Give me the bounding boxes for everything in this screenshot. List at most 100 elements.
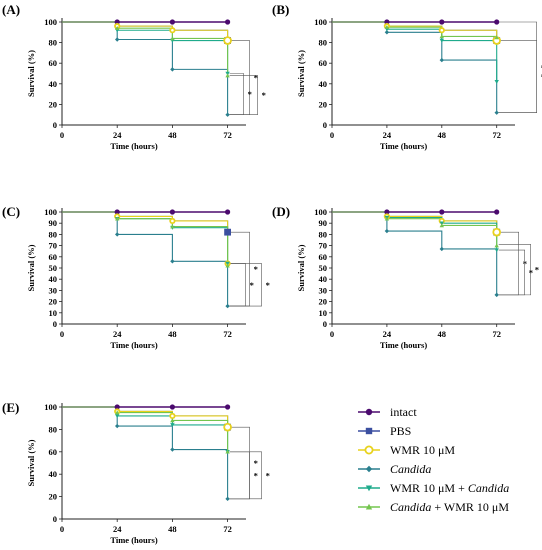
significance-star: * <box>250 280 254 290</box>
series-line-5 <box>332 211 498 246</box>
series-point-5 <box>384 24 390 29</box>
y-tick-label: 100 <box>314 207 327 217</box>
series-point-4 <box>494 79 499 84</box>
series-point-0 <box>384 209 390 215</box>
y-tick-label: 60 <box>49 58 58 68</box>
x-tick-label: 24 <box>113 329 122 339</box>
series-line-2 <box>332 21 498 41</box>
significance-bracket <box>229 231 250 307</box>
series-point-0 <box>225 19 231 25</box>
significance-star: * <box>541 72 542 82</box>
series-point-3 <box>225 496 230 502</box>
panel-letter: (B) <box>272 2 289 17</box>
series-point-0 <box>494 209 500 215</box>
series-point-3 <box>384 30 390 35</box>
series-point-2 <box>438 27 445 34</box>
series-point-0 <box>384 19 390 25</box>
y-tick-label: 70 <box>319 241 328 251</box>
y-tick-label: 100 <box>314 17 327 27</box>
series-point-5 <box>494 243 499 248</box>
series-line-2 <box>62 406 229 428</box>
significance-star: * <box>266 470 270 480</box>
y-tick-label: 60 <box>49 252 58 262</box>
legend-item: Candida <box>358 462 431 476</box>
x-tick-label: 72 <box>492 130 501 140</box>
series-point-3 <box>115 423 120 429</box>
y-axis-title: Survival (%) <box>26 50 36 97</box>
y-tick-label: 20 <box>49 492 58 502</box>
significance-star: * <box>262 90 266 100</box>
y-tick-label: 0 <box>53 319 57 329</box>
x-tick-label: 0 <box>60 329 64 339</box>
legend-item: Candida + WMR 10 μM <box>358 500 509 514</box>
x-tick-label: 48 <box>438 329 447 339</box>
x-axis-title: Time (hours) <box>110 535 157 545</box>
panel-letter: (D) <box>272 204 290 219</box>
y-tick-label: 20 <box>319 297 328 307</box>
significance-star: * <box>254 264 258 274</box>
x-tick-label: 0 <box>330 130 334 140</box>
series-point-0 <box>169 19 175 25</box>
legend-label: Candida <box>390 462 431 476</box>
y-axis-title: Survival (%) <box>26 439 36 486</box>
series-line-1 <box>62 406 229 428</box>
y-tick-label: 40 <box>319 79 328 89</box>
x-tick-label: 48 <box>168 130 177 140</box>
x-tick-label: 24 <box>383 329 392 339</box>
significance-star: * <box>529 267 533 277</box>
series-point-3 <box>225 112 230 117</box>
x-tick-label: 72 <box>223 130 232 140</box>
series-point-5 <box>384 216 390 221</box>
legend-marker <box>365 465 373 473</box>
y-tick-label: 20 <box>49 297 58 307</box>
y-tick-label: 100 <box>44 17 57 27</box>
legend-label: intact <box>390 405 417 419</box>
y-tick-label: 0 <box>53 120 57 130</box>
x-axis-title: Time (hours) <box>110 141 157 151</box>
series-point-5 <box>170 224 175 229</box>
y-tick-label: 10 <box>49 308 58 318</box>
legend-item: WMR 10 μM + Candida <box>358 481 509 495</box>
series-point-2 <box>492 227 502 237</box>
series-point-0 <box>114 209 120 215</box>
significance-bracket <box>229 451 250 500</box>
series-line-1 <box>62 21 229 41</box>
series-point-5 <box>115 216 120 221</box>
y-tick-label: 60 <box>319 252 328 262</box>
series-line-3 <box>62 21 229 115</box>
significance-star: * <box>254 73 258 83</box>
y-tick-label: 40 <box>49 469 58 479</box>
legend-marker <box>365 503 373 510</box>
significance-star: * <box>266 280 270 290</box>
x-tick-label: 48 <box>168 524 177 534</box>
y-tick-label: 30 <box>319 285 328 295</box>
significance-star: * <box>248 89 252 99</box>
significance-bracket <box>498 249 526 296</box>
significance-star: * <box>541 62 542 72</box>
series-point-0 <box>114 19 120 25</box>
legend-marker <box>365 427 373 435</box>
series-line-1 <box>62 211 229 233</box>
y-tick-label: 50 <box>49 263 58 273</box>
y-tick-label: 80 <box>319 229 328 239</box>
series-line-5 <box>62 406 229 452</box>
significance-bracket <box>229 40 250 115</box>
x-tick-label: 0 <box>60 524 64 534</box>
significance-bracket <box>229 73 244 115</box>
x-axis-title: Time (hours) <box>110 340 157 350</box>
legend-item: intact <box>358 405 417 419</box>
y-axis-title: Survival (%) <box>296 244 306 291</box>
x-tick-label: 48 <box>168 329 177 339</box>
series-point-0 <box>169 209 175 215</box>
series-line-1 <box>332 21 498 41</box>
x-tick-label: 48 <box>438 130 447 140</box>
series-point-3 <box>170 67 175 72</box>
series-point-2 <box>223 36 232 45</box>
series-point-4 <box>494 248 499 253</box>
series-point-3 <box>115 37 120 42</box>
series-point-3 <box>225 303 230 309</box>
y-tick-label: 90 <box>319 218 328 228</box>
series-line-2 <box>332 211 498 233</box>
x-tick-label: 0 <box>330 329 334 339</box>
